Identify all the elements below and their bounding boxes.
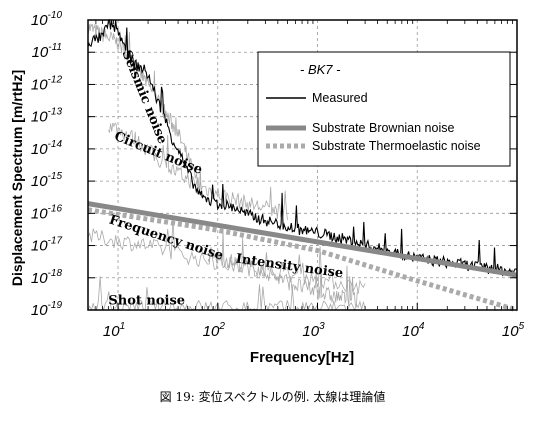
y-tick-label: 10-18 <box>31 268 63 287</box>
x-tick-label: 104 <box>402 321 425 340</box>
y-tick-exponent: -18 <box>48 268 63 279</box>
x-tick-exponent: 2 <box>218 321 225 332</box>
y-tick-label: 10-13 <box>31 107 63 126</box>
x-axis-label: Frequency[Hz] <box>250 349 354 366</box>
y-tick-label: 10-12 <box>31 74 63 93</box>
y-tick-label: 10-17 <box>31 236 63 255</box>
y-tick-exponent: -16 <box>48 203 63 214</box>
series-brownian-line <box>87 201 518 278</box>
intensity-noise-curve <box>207 229 358 308</box>
y-tick-exponent: -15 <box>48 171 63 182</box>
y-tick-exponent: -11 <box>48 42 62 53</box>
x-tick-exponent: 3 <box>319 321 325 332</box>
x-tick-exponent: 1 <box>120 321 126 332</box>
y-tick-exponent: -14 <box>48 139 63 150</box>
series-thermoelastic-line <box>87 207 518 313</box>
y-axis-label: Displacement Spectrum [m/rtHz] <box>9 70 25 286</box>
seismic-noise-curve <box>87 23 203 197</box>
legend-entry: Substrate Thermoelastic noise <box>312 139 481 153</box>
y-tick-label: 10-19 <box>31 300 63 319</box>
legend-entry: Substrate Brownian noise <box>312 121 454 135</box>
displacement-spectrum-chart: 101 102 103 104 105 10-10 10-11 10-12 10-13 10-14… <box>9 10 525 366</box>
legend: - BK7 - Measured Substrate Brownian noise S… <box>257 51 511 167</box>
y-tick-label: 10-10 <box>31 10 63 29</box>
y-tick-label: 10-15 <box>31 171 63 190</box>
legend-title: - BK7 - <box>300 62 341 77</box>
data-series <box>87 18 518 313</box>
y-tick-exponent: -17 <box>48 236 63 247</box>
y-tick-label: 10-11 <box>32 42 62 61</box>
x-tick-label: 103 <box>302 321 325 340</box>
x-tick-exponent: 5 <box>519 321 525 332</box>
legend-box <box>257 51 511 167</box>
legend-entry: Measured <box>312 91 368 105</box>
annotation-label: Shot noise <box>108 293 185 308</box>
x-tick-exponent: 4 <box>419 321 425 332</box>
x-tick-label: 105 <box>502 321 525 340</box>
y-tick-exponent: -19 <box>48 300 63 311</box>
x-tick-label: 102 <box>203 321 226 340</box>
y-tick-exponent: -12 <box>48 74 63 85</box>
y-tick-label: 10-14 <box>31 139 63 158</box>
y-tick-exponent: -13 <box>48 107 63 118</box>
x-tick-label: 101 <box>103 321 125 340</box>
circuit-noise-curve <box>108 122 288 221</box>
y-tick-label: 10-16 <box>31 203 63 222</box>
frequency-noise-curve <box>87 218 366 294</box>
y-tick-exponent: -10 <box>48 10 63 21</box>
figure-caption: 図 19: 変位スペクトルの例. 太線は理論値 <box>159 390 386 404</box>
plot-frame <box>87 19 518 311</box>
